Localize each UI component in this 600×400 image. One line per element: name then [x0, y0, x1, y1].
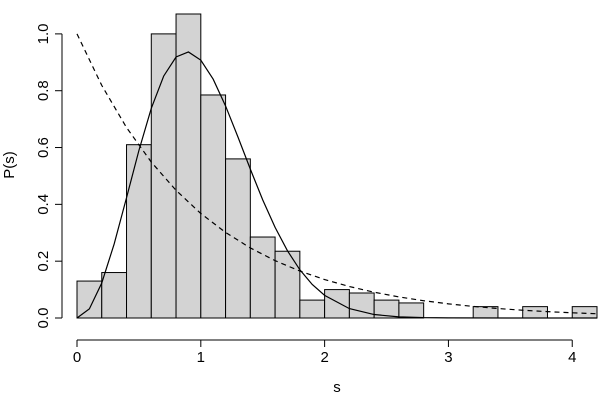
bar	[299, 299, 326, 319]
curve	[76, 51, 597, 319]
y-tick-label: 0.2	[35, 251, 52, 272]
x-tick-label: 2	[320, 349, 328, 366]
y-tick-label: 0.0	[35, 308, 52, 329]
bar	[274, 250, 301, 319]
bar	[175, 13, 202, 319]
y-tick-label: 0.4	[35, 194, 52, 215]
bar	[76, 280, 103, 319]
bar	[522, 306, 548, 319]
x-axis-label: s	[333, 379, 341, 396]
bar	[398, 302, 425, 319]
bar	[348, 292, 375, 319]
y-tick-label: 1.0	[35, 23, 52, 44]
bar	[249, 236, 276, 319]
bar	[225, 158, 251, 319]
x-tick-label: 3	[444, 349, 452, 366]
bar	[324, 289, 350, 319]
x-tick-label: 4	[568, 349, 576, 366]
bar	[126, 144, 152, 319]
curve	[76, 33, 598, 315]
y-axis-label: P(s)	[1, 151, 18, 179]
y-tick-label: 0.6	[35, 137, 52, 158]
y-tick-label: 0.8	[35, 80, 52, 101]
bar	[200, 94, 227, 319]
x-tick-label: 1	[197, 349, 205, 366]
bar	[101, 272, 128, 319]
bar	[150, 33, 177, 319]
x-tick-label: 0	[73, 349, 81, 366]
bar	[571, 306, 598, 319]
